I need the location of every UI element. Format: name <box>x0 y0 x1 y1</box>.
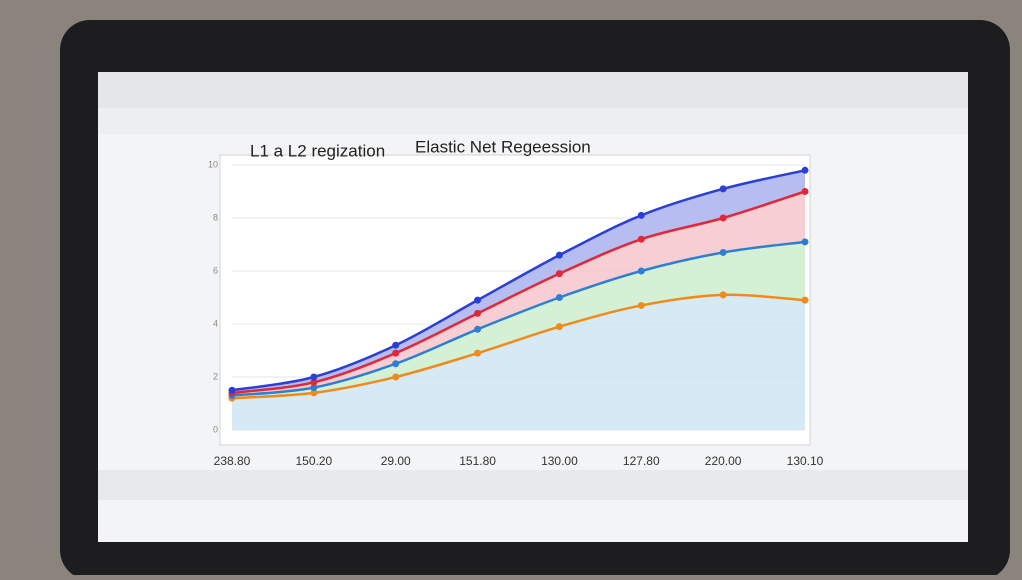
point <box>719 214 727 222</box>
point <box>637 211 645 219</box>
point <box>637 267 645 275</box>
point <box>474 309 482 317</box>
y-tick-label: 6 <box>213 265 218 275</box>
toolbar <box>98 72 968 108</box>
band-fill <box>232 241 805 399</box>
point <box>474 349 482 357</box>
series-line <box>231 190 806 395</box>
y-tick-label: 10 <box>208 159 218 169</box>
point <box>801 188 809 195</box>
band-fill <box>232 170 805 393</box>
point <box>392 349 400 357</box>
point <box>719 291 727 299</box>
y-tick-label: 2 <box>213 371 218 381</box>
x-tick-label: 150.20 <box>296 454 333 468</box>
point <box>555 323 563 331</box>
point <box>392 373 400 381</box>
point <box>719 248 727 256</box>
point <box>555 294 563 301</box>
x-tick-label: 238.80 <box>214 454 251 468</box>
point <box>474 296 482 304</box>
x-tick-label: 130.00 <box>541 454 578 468</box>
point <box>310 373 318 381</box>
point <box>555 270 563 278</box>
point <box>719 185 727 193</box>
menu-bar <box>98 108 968 134</box>
chart-subtitle: Elastic Net Regeession <box>415 137 591 156</box>
point <box>310 384 318 392</box>
point <box>801 296 809 304</box>
series-line <box>231 293 806 400</box>
point <box>474 325 482 333</box>
point <box>392 341 400 349</box>
x-tick-label: 151.80 <box>459 454 496 468</box>
x-tick-label: 220.00 <box>705 454 742 468</box>
point <box>637 235 645 243</box>
point <box>637 301 645 309</box>
x-tick-label: 29.00 <box>381 454 411 468</box>
y-tick-label: 4 <box>213 318 218 328</box>
band-fill <box>232 294 805 430</box>
point <box>310 389 318 397</box>
point <box>801 238 809 246</box>
y-tick-label: 8 <box>213 212 218 222</box>
tab-bar <box>98 470 968 500</box>
point <box>392 360 400 368</box>
y-tick-label: 0 <box>213 424 218 434</box>
x-tick-label: 127.80 <box>623 454 660 468</box>
point <box>310 378 318 386</box>
point <box>801 166 809 174</box>
series-line <box>231 240 806 397</box>
point <box>228 386 236 394</box>
series-line <box>231 169 806 392</box>
x-tick-label: 130.10 <box>787 454 824 468</box>
point <box>555 251 563 259</box>
chart-title: L1 a L2 regization <box>250 141 385 160</box>
